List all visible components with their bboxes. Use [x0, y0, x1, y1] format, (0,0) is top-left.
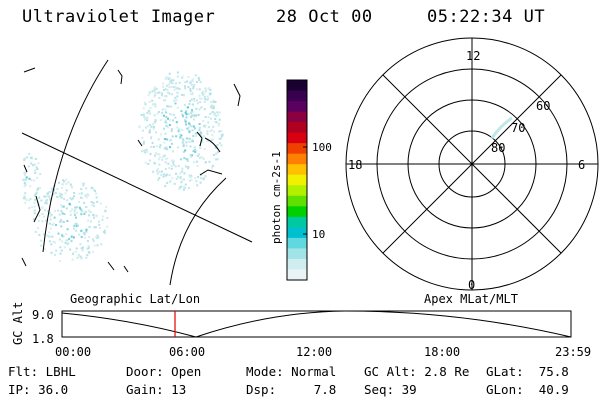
colorbar-band [287, 153, 307, 165]
altitude-axis-label: GC Alt [11, 302, 25, 345]
colorbar-band [287, 216, 307, 228]
geographic-title: Geographic Lat/Lon [70, 292, 200, 306]
status-field-glon: GLon: 40.9 [486, 382, 569, 397]
colorbar-band [287, 258, 307, 271]
colorbar-tick-10: 10 [312, 228, 325, 241]
polar-aurora-trace [490, 116, 513, 139]
time-tick: 23:59 [555, 345, 591, 359]
geographic-image-panel [21, 59, 253, 286]
colorbar-band [287, 164, 307, 176]
colorbar-band [287, 122, 307, 134]
colorbar-band [287, 90, 307, 102]
lat-label-60: 60 [536, 99, 550, 113]
status-field-gain: Gain: 13 [126, 382, 187, 397]
colorbar-band [287, 237, 307, 250]
apex-title: Apex MLat/MLT [424, 292, 518, 306]
time-tick: 00:00 [55, 345, 91, 359]
status-field-glat: GLat: 75.8 [486, 364, 569, 379]
colorbar-band [287, 101, 307, 113]
longitude-grid-line [21, 132, 253, 243]
time-tick: 12:00 [296, 345, 332, 359]
altitude-tick-min: 1.8 [32, 332, 54, 346]
time-label: 05:22:34 UT [427, 7, 546, 27]
altitude-plot: Geographic Lat/Lon Apex MLat/MLT GC Alt … [11, 292, 591, 359]
colorbar-band [287, 80, 307, 92]
time-tick: 18:00 [424, 345, 460, 359]
colorbar-band [287, 185, 307, 197]
polar-plot [345, 37, 599, 291]
lat-label-70: 70 [511, 121, 525, 135]
status-field-gc-alt: GC Alt: 2.8 Re [364, 364, 470, 379]
status-field-flt: Flt: LBHL [8, 364, 76, 379]
mlt-label-bottom: 0 [468, 278, 475, 292]
colorbar-band [287, 111, 307, 123]
colorbar-band [287, 206, 307, 218]
instrument-title: Ultraviolet Imager [22, 7, 216, 27]
altitude-tick-max: 9.0 [32, 308, 54, 322]
date-label: 28 Oct 00 [276, 7, 373, 27]
colorbar-band [287, 143, 307, 155]
coastline-outlines [21, 67, 241, 273]
colorbar-frame [286, 79, 308, 281]
status-field-seq: Seq: 39 [364, 382, 417, 397]
colorbar-band [287, 227, 307, 239]
status-field-ip: IP: 36.0 [8, 382, 69, 397]
mlt-label-right: 6 [578, 158, 585, 172]
latitude-grid-line [42, 59, 109, 253]
status-field-mode: Mode: Normal [246, 364, 337, 379]
mlt-label-left: 18 [348, 158, 362, 172]
colorbar-unit-label: photon cm-2s-1 [270, 151, 283, 244]
altitude-curve [61, 310, 572, 338]
colorbar-band [287, 132, 307, 144]
colorbar: 100 10 photon cm-2s-1 [270, 79, 332, 281]
lat-label-80: 80 [491, 141, 505, 155]
time-tick: 06:00 [169, 345, 205, 359]
auroral-emission [22, 71, 224, 263]
latitude-grid-line [169, 177, 227, 286]
altitude-plot-frame [61, 310, 572, 338]
colorbar-tick-100: 100 [312, 141, 332, 154]
colorbar-band [287, 248, 307, 260]
colorbar-band [287, 269, 307, 281]
polar-diagonal [382, 74, 562, 254]
status-field-door: Door: Open [126, 364, 202, 379]
colorbar-band [287, 195, 307, 207]
mlt-label-top: 12 [466, 49, 480, 63]
colorbar-band [287, 174, 307, 186]
polar-labels: 12 0 18 6 60 70 80 [348, 49, 585, 292]
status-field-dsp: Dsp: 7.8 [246, 382, 337, 397]
